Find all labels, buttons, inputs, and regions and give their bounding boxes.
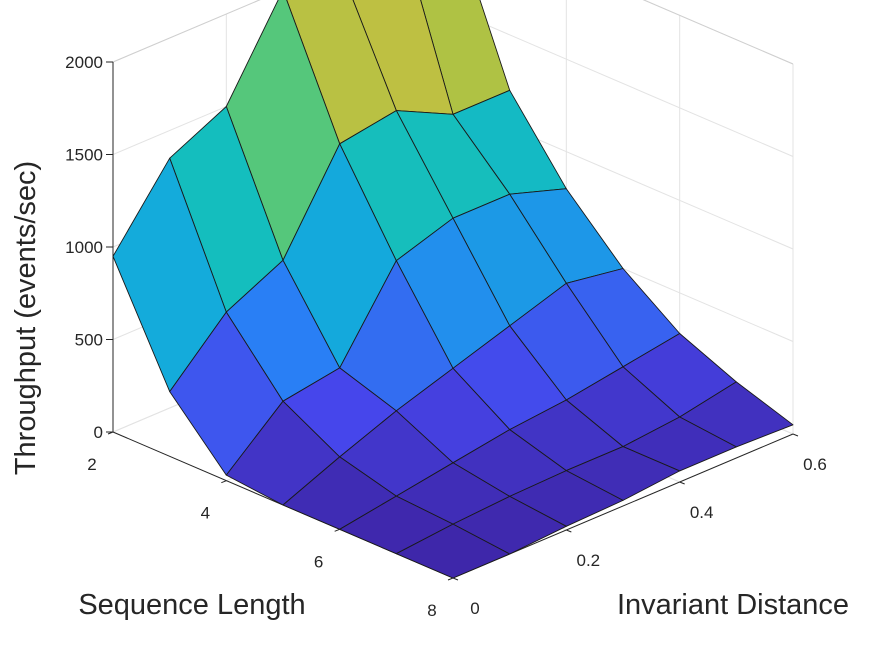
z-tick-label: 0 (94, 423, 103, 442)
y-tick-label: 4 (201, 504, 210, 523)
x-tick-mark (792, 433, 799, 437)
x-tick-mark (452, 577, 459, 581)
x-tick-label: 0.2 (577, 551, 601, 570)
box-edge (112, 0, 261, 63)
z-tick-label: 1000 (65, 238, 103, 257)
x-tick-label: 0 (470, 599, 479, 618)
z-tick-label: 2000 (65, 53, 103, 72)
z-tick-label: 500 (75, 331, 103, 350)
box-edge (642, 0, 794, 65)
tick-layer: 0 0.2 0.4 0.6 2 4 6 8 0 500 1000 1500 2000 (65, 53, 827, 620)
y-tick-mark (221, 480, 227, 484)
x-axis-label: Invariant Distance (617, 589, 849, 621)
z-axis-label: Throughput (events/sec) (10, 161, 42, 475)
z-tick-label: 1500 (65, 146, 103, 165)
surface-layer (112, 0, 794, 579)
y-axis-label: Sequence Length (78, 589, 305, 621)
y-tick-label: 6 (314, 552, 323, 571)
y-tick-label: 2 (87, 455, 96, 474)
grid-line (452, 10, 794, 157)
y-tick-label: 8 (427, 601, 436, 620)
x-tick-mark (679, 481, 685, 485)
x-tick-label: 0.6 (803, 455, 827, 474)
x-tick-mark (566, 529, 572, 533)
y-tick-mark (334, 528, 340, 532)
y-tick-mark (447, 577, 454, 581)
surface-patch (395, 523, 511, 579)
x-tick-label: 0.4 (690, 503, 714, 522)
